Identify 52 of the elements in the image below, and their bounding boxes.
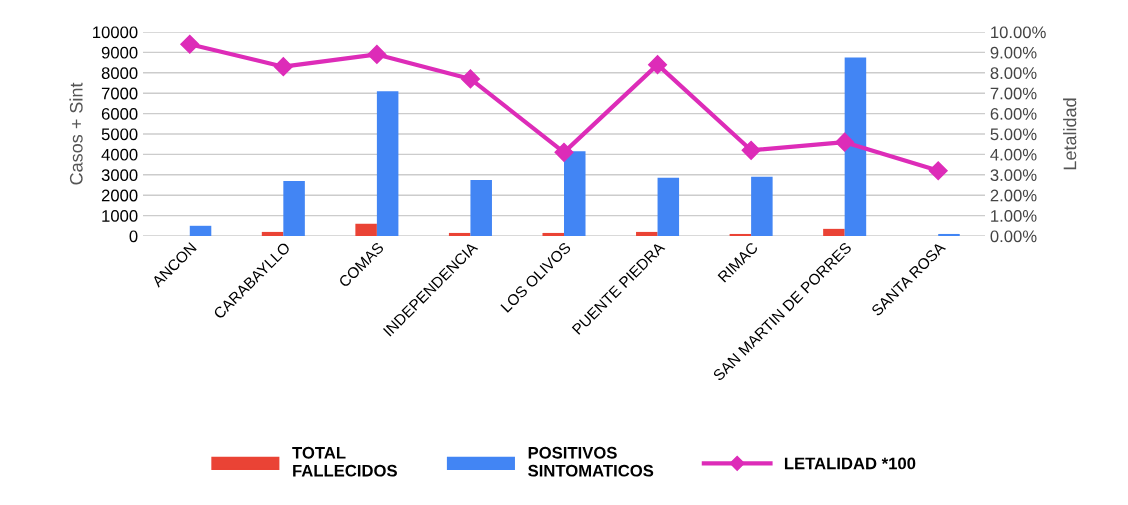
y-tick-label: 9000 [101,46,138,59]
legend-label: LETALIDAD *100 [784,457,916,470]
y2-tick-label: 2.00% [990,189,1037,202]
bar [283,180,305,236]
point [928,161,948,181]
y2-tick-label: 5.00% [990,128,1037,141]
y-tick-label: 4000 [101,148,138,161]
point [648,55,668,75]
bar [823,228,845,236]
bar [470,179,492,236]
bar [189,225,212,236]
y-tick-label: 0 [129,230,138,243]
y2-tick-label: 9.00% [990,46,1037,59]
point [180,34,200,54]
bar [355,223,377,236]
legend-label: POSITIVOS SINTOMATICOS [528,446,654,477]
y-axis-title: Casos + Sint [69,82,83,185]
point [460,69,480,89]
y2-tick-label: 10.00% [991,26,1046,39]
y2-tick-label: 4.00% [990,148,1037,161]
point [835,132,855,152]
y2-tick-label: 3.00% [990,169,1037,181]
y2-tick-label: 7.00% [990,87,1037,100]
bar [938,233,960,236]
y-tick-label: 8000 [101,67,138,79]
bar [376,91,399,236]
bar [751,176,773,236]
y-tick-label: 2000 [101,189,138,202]
bar [636,231,658,236]
point [554,142,574,162]
point [367,44,387,64]
bar [448,232,471,236]
bar [542,232,564,236]
y2-tick-label: 1.00% [991,210,1037,222]
bar [564,151,586,236]
y2-axis-title: Letalidad [1063,98,1077,170]
y2-tick-label: 0.00% [990,230,1037,243]
bar [657,177,680,236]
bar [261,231,284,236]
y-tick-label: 7000 [101,87,138,100]
y-tick-label: 3000 [101,169,138,181]
bar [729,233,752,236]
point [741,140,761,160]
y-tick-label: 1000 [102,210,138,222]
y-tick-label: 10000 [93,26,138,39]
y-tick-label: 6000 [101,108,138,120]
y2-tick-label: 8.00% [990,67,1037,79]
point [273,57,293,77]
y2-tick-label: 6.00% [990,108,1037,120]
bar [844,57,867,236]
legend-label: TOTAL FALLECIDOS [292,446,397,477]
y-tick-label: 5000 [101,128,138,141]
